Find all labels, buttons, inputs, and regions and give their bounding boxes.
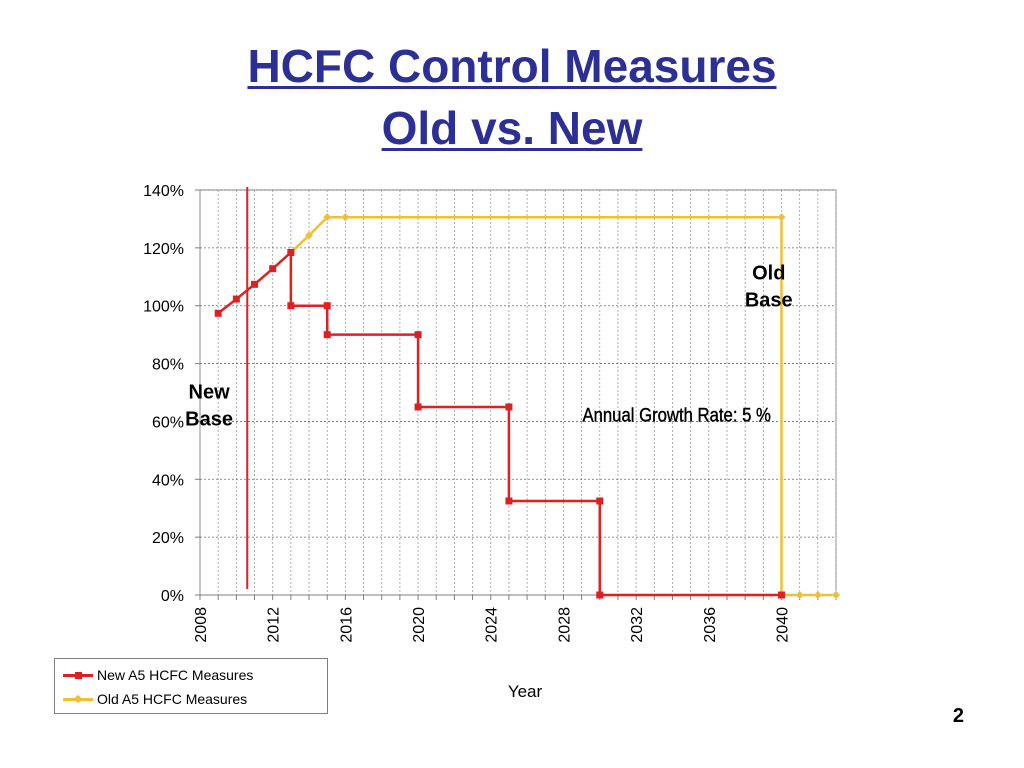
data-point-new [287,302,295,310]
data-point-new [232,295,240,303]
annotation-new-base: New [189,381,231,403]
data-point-new [251,280,259,288]
slide-subtitle: Old vs. New [0,100,1024,156]
data-point-old [813,590,823,600]
slide-title-line1: HCFC Control Measures [247,40,777,92]
x-tick-label: 2008 [193,607,210,643]
data-point-old [795,590,805,600]
data-point-new [414,331,422,339]
y-tick-label: 80% [152,357,184,374]
plot-area [199,189,837,596]
page-number: 2 [952,705,964,727]
data-point-old [831,590,841,600]
legend-swatch-new [63,665,93,685]
y-tick-label: 100% [143,299,184,316]
x-tick-label: 2020 [411,607,428,643]
data-point-new [269,265,277,273]
legend-swatch-old [63,689,93,709]
legend-label-old: Old A5 HCFC Measures [97,691,248,707]
legend-label-new: New A5 HCFC Measures [97,667,254,683]
y-tick-label: 20% [152,530,184,547]
data-point-old [341,212,350,222]
x-tick-label: 2032 [629,607,646,643]
data-point-new [287,248,295,256]
data-point-new [596,591,604,599]
data-point-new [777,591,785,599]
slide-title-line2: Old vs. New [381,102,643,154]
y-tick-label: 40% [152,472,184,489]
data-point-new [323,302,331,310]
annotation-old-base: Old [752,263,785,285]
x-tick-label: 2040 [774,607,791,643]
chart-legend: New A5 HCFC Measures Old A5 HCFC Measure… [54,658,328,714]
data-point-old [777,212,786,222]
x-tick-label: 2036 [702,607,719,643]
annotation-new-base: Base [185,408,233,430]
annotation-growth-rate: Annual Growth Rate: 5 % [582,404,771,425]
data-point-new [323,331,331,339]
slide-title: HCFC Control Measures [0,38,1024,94]
data-point-new [505,497,513,505]
x-tick-label: 2024 [484,607,501,643]
x-axis-label: Year [508,682,543,701]
data-point-new [414,403,422,411]
x-tick-label: 2016 [338,607,355,643]
data-point-new [596,497,604,505]
data-point-old [322,212,332,222]
y-tick-label: 0% [161,588,184,605]
y-tick-label: 140% [143,183,184,200]
y-tick-label: 60% [152,414,184,431]
legend-item-old: Old A5 HCFC Measures [63,689,247,709]
data-point-old [304,231,314,240]
x-tick-label: 2028 [556,607,573,643]
data-point-new [214,309,222,317]
annotation-old-base: Base [745,290,793,312]
x-tick-label: 2012 [266,607,283,643]
legend-item-new: New A5 HCFC Measures [63,665,253,685]
data-point-new [505,403,513,411]
y-tick-label: 120% [143,241,184,258]
